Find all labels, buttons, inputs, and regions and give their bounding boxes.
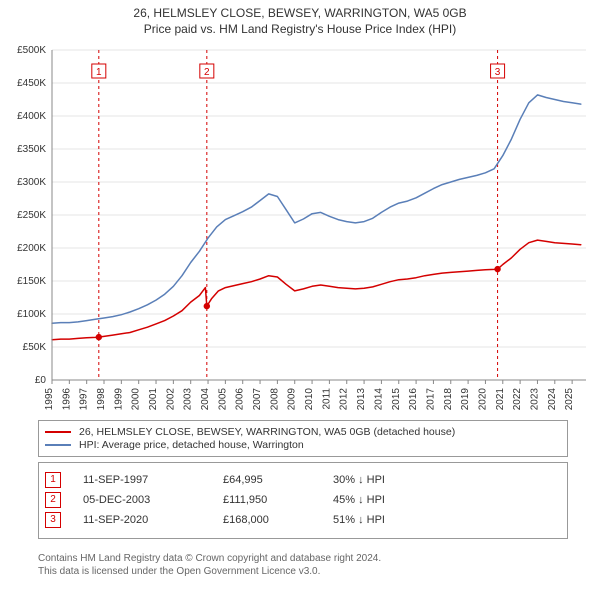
event-row-pct: 30% ↓ HPI bbox=[333, 474, 385, 486]
event-dot bbox=[96, 334, 102, 340]
event-dot bbox=[204, 303, 210, 309]
title-block: 26, HELMSLEY CLOSE, BEWSEY, WARRINGTON, … bbox=[0, 0, 600, 37]
event-row: 3 11-SEP-2020£168,00051% ↓ HPI bbox=[45, 512, 561, 528]
y-tick-label: £250K bbox=[17, 210, 46, 221]
events-table: 1 11-SEP-1997£64,99530% ↓ HPI 2 05-DEC-2003… bbox=[38, 462, 568, 539]
x-tick-label: 1997 bbox=[79, 388, 90, 411]
x-tick-label: 2019 bbox=[460, 388, 471, 411]
x-tick-label: 2003 bbox=[183, 388, 194, 411]
x-tick-label: 2002 bbox=[165, 388, 176, 411]
y-tick-label: £500K bbox=[17, 45, 46, 56]
event-row-date: 11-SEP-1997 bbox=[83, 474, 223, 486]
legend-label: HPI: Average price, detached house, Warr… bbox=[79, 439, 304, 451]
title-line-1: 26, HELMSLEY CLOSE, BEWSEY, WARRINGTON, … bbox=[0, 6, 600, 22]
x-tick-label: 1999 bbox=[113, 388, 124, 411]
event-row-date: 11-SEP-2020 bbox=[83, 514, 223, 526]
event-row: 2 05-DEC-2003£111,95045% ↓ HPI bbox=[45, 492, 561, 508]
page-root: 26, HELMSLEY CLOSE, BEWSEY, WARRINGTON, … bbox=[0, 0, 600, 590]
x-tick-label: 2014 bbox=[373, 388, 384, 411]
series-hpi bbox=[52, 95, 581, 323]
legend-box: 26, HELMSLEY CLOSE, BEWSEY, WARRINGTON, … bbox=[38, 420, 568, 457]
legend-swatch bbox=[45, 444, 71, 446]
legend-swatch bbox=[45, 431, 71, 433]
x-tick-label: 2025 bbox=[564, 388, 575, 411]
y-tick-label: £350K bbox=[17, 144, 46, 155]
x-tick-label: 2015 bbox=[391, 388, 402, 411]
event-row-price: £111,950 bbox=[223, 494, 333, 506]
y-tick-label: £100K bbox=[17, 309, 46, 320]
x-tick-label: 2017 bbox=[425, 388, 436, 411]
event-row-marker: 1 bbox=[45, 472, 61, 488]
x-tick-label: 2008 bbox=[269, 388, 280, 411]
x-tick-label: 2005 bbox=[217, 388, 228, 411]
event-row-price: £168,000 bbox=[223, 514, 333, 526]
x-tick-label: 2007 bbox=[252, 388, 263, 411]
x-tick-label: 2021 bbox=[495, 388, 506, 411]
event-marker-number: 1 bbox=[96, 67, 102, 78]
y-tick-label: £300K bbox=[17, 177, 46, 188]
y-tick-label: £50K bbox=[23, 342, 47, 353]
x-tick-label: 2004 bbox=[200, 388, 211, 411]
x-tick-label: 2012 bbox=[339, 388, 350, 411]
event-dot bbox=[494, 266, 500, 272]
x-tick-label: 2016 bbox=[408, 388, 419, 411]
footer-line-1: Contains HM Land Registry data © Crown c… bbox=[38, 552, 381, 565]
footer-line-2: This data is licensed under the Open Gov… bbox=[38, 565, 381, 578]
legend-row: HPI: Average price, detached house, Warr… bbox=[45, 439, 561, 451]
title-line-2: Price paid vs. HM Land Registry's House … bbox=[0, 22, 600, 38]
x-tick-label: 1996 bbox=[61, 388, 72, 411]
x-tick-label: 2020 bbox=[477, 388, 488, 411]
y-tick-label: £400K bbox=[17, 111, 46, 122]
x-tick-label: 2011 bbox=[321, 388, 332, 410]
event-row-marker: 3 bbox=[45, 512, 61, 528]
event-marker-number: 2 bbox=[204, 67, 210, 78]
x-tick-label: 2013 bbox=[356, 388, 367, 411]
legend-label: 26, HELMSLEY CLOSE, BEWSEY, WARRINGTON, … bbox=[79, 426, 455, 438]
x-tick-label: 2018 bbox=[443, 388, 454, 411]
event-marker-number: 3 bbox=[495, 67, 501, 78]
footer: Contains HM Land Registry data © Crown c… bbox=[38, 552, 381, 578]
y-tick-label: £150K bbox=[17, 276, 46, 287]
series-price_paid bbox=[52, 240, 581, 340]
event-row-pct: 45% ↓ HPI bbox=[333, 494, 385, 506]
event-row-date: 05-DEC-2003 bbox=[83, 494, 223, 506]
x-tick-label: 1995 bbox=[44, 388, 55, 411]
x-tick-label: 2001 bbox=[148, 388, 159, 411]
x-tick-label: 1998 bbox=[96, 388, 107, 411]
chart-area: £0 £50K £100K £150K £200K £250K £300K £350K £400… bbox=[8, 44, 592, 414]
line-chart: £0 £50K £100K £150K £200K £250K £300K £350K £400… bbox=[8, 44, 592, 414]
event-row-price: £64,995 bbox=[223, 474, 333, 486]
x-tick-label: 2024 bbox=[547, 388, 558, 411]
event-row-pct: 51% ↓ HPI bbox=[333, 514, 385, 526]
x-tick-label: 2006 bbox=[235, 388, 246, 411]
x-tick-label: 2000 bbox=[131, 388, 142, 411]
y-tick-label: £450K bbox=[17, 78, 46, 89]
event-row-marker: 2 bbox=[45, 492, 61, 508]
y-tick-label: £200K bbox=[17, 243, 46, 254]
x-tick-label: 2010 bbox=[304, 388, 315, 411]
x-tick-label: 2022 bbox=[512, 388, 523, 411]
x-tick-label: 2023 bbox=[529, 388, 540, 411]
legend-row: 26, HELMSLEY CLOSE, BEWSEY, WARRINGTON, … bbox=[45, 426, 561, 438]
x-tick-label: 2009 bbox=[287, 388, 298, 411]
event-row: 1 11-SEP-1997£64,99530% ↓ HPI bbox=[45, 472, 561, 488]
y-tick-label: £0 bbox=[35, 375, 47, 386]
